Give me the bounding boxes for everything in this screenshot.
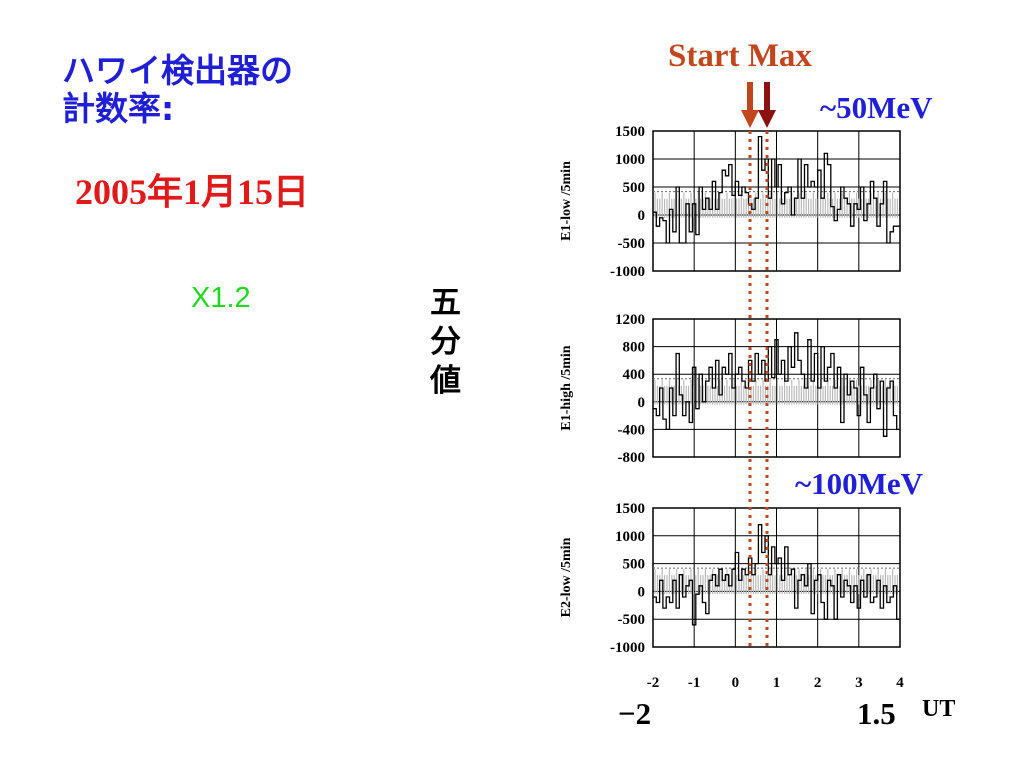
yaxis-label-3: E2-low /5min [559, 537, 574, 617]
start-label: Start [668, 38, 740, 74]
vertical-char-3: 値 [430, 363, 461, 399]
ytick-label: -400 [618, 422, 646, 438]
ytick-label: 0 [638, 208, 646, 224]
yaxis-label-2: E1-high /5min [559, 345, 574, 430]
xtick-label: -1 [688, 675, 701, 691]
ytick-label: 400 [623, 367, 646, 383]
ytick-label: -1000 [610, 640, 645, 656]
flare-class-label: X1.2 [191, 282, 251, 314]
bottom-tick-left: −2 [618, 696, 652, 731]
xtick-label: 2 [814, 675, 822, 691]
vertical-char-2: 分 [430, 324, 461, 360]
noise-band-1 [654, 192, 898, 218]
data-series-3 [652, 524, 900, 626]
ytick-label: 1000 [615, 152, 645, 168]
vertical-char-1: 五 [430, 285, 461, 321]
ytick-label: -500 [618, 236, 646, 252]
ytick-label: 1200 [615, 312, 645, 328]
slide-title: ハワイ検出器の 計数率: [62, 52, 293, 128]
ut-label: UT [922, 696, 956, 722]
event-date: 2005年1月15日 [75, 172, 310, 212]
xtick-label: 4 [896, 675, 904, 691]
title-line-2: 計数率: [62, 89, 175, 128]
start-arrow-shaft [747, 82, 753, 112]
data-series-1 [653, 135, 900, 244]
xtick-label: -2 [647, 675, 660, 691]
ytick-label: 1000 [615, 529, 645, 545]
ytick-label: 1500 [615, 124, 645, 140]
yaxis-label-1: E1-low /5min [559, 161, 574, 241]
start-arrow-head [741, 110, 759, 128]
title-line-1: ハワイ検出器の [62, 51, 293, 90]
ytick-label: 500 [623, 180, 646, 196]
marker-labels: Start Max [668, 38, 812, 75]
energy-label-100mev: ~100MeV [795, 466, 924, 501]
ytick-label: -500 [618, 612, 646, 628]
ytick-label: 800 [623, 340, 646, 356]
bottom-tick-right: 1.5 [857, 696, 896, 731]
xtick-label: 3 [855, 675, 863, 691]
energy-label-50mev: ~50MeV [820, 90, 933, 125]
max-arrow-shaft [764, 82, 770, 112]
ytick-label: 0 [638, 395, 646, 411]
ytick-label: 500 [623, 557, 646, 573]
xtick-label: 1 [773, 675, 781, 691]
max-arrow-head [758, 110, 776, 128]
ytick-label: 1500 [615, 501, 645, 517]
ytick-label: -800 [618, 450, 646, 466]
data-series-2 [653, 332, 900, 437]
max-label: Max [747, 38, 812, 74]
ytick-label: 0 [638, 584, 646, 600]
ytick-label: -1000 [610, 264, 645, 280]
xtick-label: 0 [732, 675, 740, 691]
vertical-label: 五 分 値 [430, 284, 470, 401]
